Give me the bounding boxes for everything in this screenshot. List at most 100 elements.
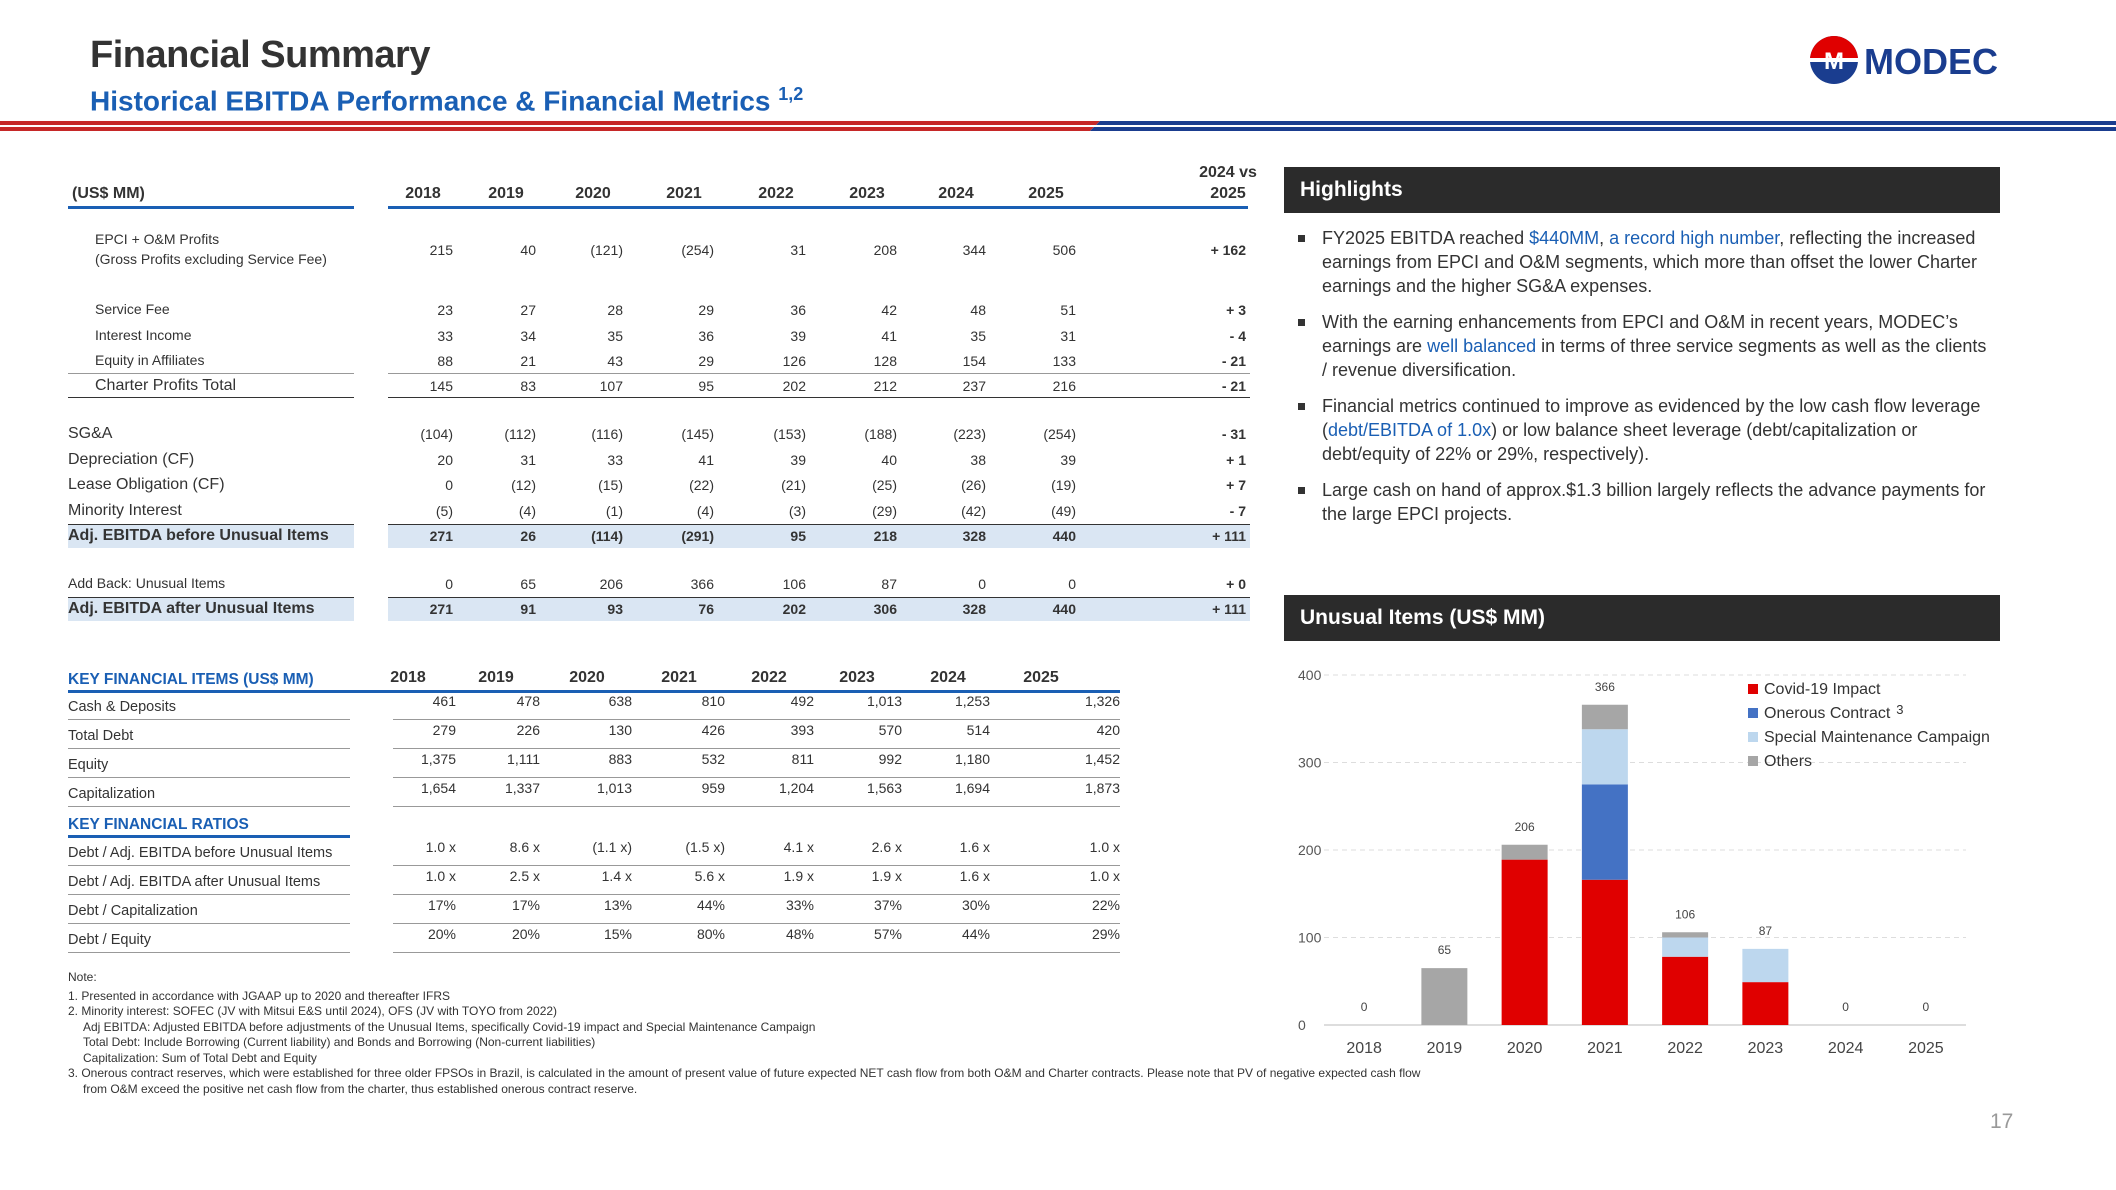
row-delta: + 162 <box>1210 242 1246 258</box>
key-row-value: 17% <box>511 897 540 913</box>
row-value: 41 <box>698 452 714 468</box>
row-label: Minority Interest <box>68 502 182 519</box>
row-value: 306 <box>873 601 897 617</box>
row-value: 208 <box>873 242 897 258</box>
key-row-rule <box>68 719 350 720</box>
row-label: Equity in Affiliates <box>95 352 205 368</box>
key-row-value: 1.6 x <box>959 868 990 884</box>
key-row-value: 1,204 <box>778 780 814 796</box>
bar-segment <box>1742 982 1789 1025</box>
row-value: 88 <box>437 353 453 369</box>
row-value: 51 <box>1060 302 1076 318</box>
row-value: 91 <box>520 601 536 617</box>
legend-label: Covid-19 Impact <box>1764 681 1881 698</box>
row-value: (104) <box>420 426 453 442</box>
row-value: 41 <box>881 328 897 344</box>
ebitda-year-header: 2020 <box>575 185 611 202</box>
key-row-value: 30% <box>961 897 990 913</box>
row-label: EPCI + O&M Profits (Gross Profits excludi… <box>95 231 327 267</box>
key-row-value: 492 <box>790 693 814 709</box>
row-value: 36 <box>698 328 714 344</box>
bar-segment <box>1501 844 1548 860</box>
row-label: Service Fee <box>95 301 170 317</box>
highlight-band <box>68 597 354 621</box>
row-value: (22) <box>689 477 714 493</box>
row-value: 328 <box>962 528 986 544</box>
highlight-bullet-2: With the earning enhancements from EPCI … <box>1296 310 1996 382</box>
key-row-value: 1.0 x <box>425 839 456 855</box>
legend-label: Others <box>1764 753 1812 770</box>
legend-label: Special Maintenance Campaign <box>1764 729 1990 746</box>
row-value: 31 <box>790 242 806 258</box>
key-row-value: 1,013 <box>596 780 632 796</box>
key-row-rule <box>68 806 350 807</box>
y-tick-label: 200 <box>1298 842 1322 858</box>
row-value: 145 <box>429 378 453 394</box>
table-rule <box>68 397 354 398</box>
key-ratios-header: KEY FINANCIAL RATIOS <box>68 816 249 833</box>
row-value: 0 <box>445 477 453 493</box>
row-value: 128 <box>873 353 897 369</box>
row-value: 21 <box>520 353 536 369</box>
row-value: 0 <box>445 576 453 592</box>
row-label: Interest Income <box>95 327 192 343</box>
row-value: (5) <box>435 503 453 519</box>
row-value: 35 <box>970 328 986 344</box>
key-row-value: 1.9 x <box>871 868 902 884</box>
row-value: (4) <box>696 503 714 519</box>
key-row-rule <box>68 923 350 924</box>
row-value: 506 <box>1052 242 1076 258</box>
highlight-bullet-4: Large cash on hand of approx.$1.3 billio… <box>1296 478 1996 526</box>
row-value: (12) <box>511 477 536 493</box>
key-row-value: 17% <box>427 897 456 913</box>
row-value: (291) <box>681 528 714 544</box>
row-value: 40 <box>520 242 536 258</box>
key-row-value: 279 <box>432 722 456 738</box>
row-value: 328 <box>962 601 986 617</box>
key-row-value: 478 <box>516 693 540 709</box>
table-rule <box>68 597 354 598</box>
row-value: (21) <box>781 477 806 493</box>
key-year-header: 2021 <box>661 669 697 686</box>
table-rule <box>388 524 1194 525</box>
bar-total-label: 65 <box>1438 943 1452 957</box>
x-tick-label: 2023 <box>1748 1040 1784 1057</box>
row-value: 0 <box>1068 576 1076 592</box>
note-2: 2. Minority interest: SOFEC (JV with Mit… <box>68 1004 558 1018</box>
row-label: Depreciation (CF) <box>68 451 195 468</box>
key-row-rule <box>393 777 1120 778</box>
key-row-value: 1.4 x <box>601 868 632 884</box>
key-year-header: 2019 <box>478 669 514 686</box>
row-value: 26 <box>520 528 536 544</box>
row-value: 38 <box>970 452 986 468</box>
row-value: (42) <box>961 503 986 519</box>
key-row-value: 48% <box>785 926 814 942</box>
table-rule <box>68 524 354 525</box>
note-2-adj-ebitda: Adj EBITDA: Adjusted EBITDA before adjus… <box>83 1019 816 1034</box>
x-tick-label: 2022 <box>1667 1040 1703 1057</box>
row-value: 95 <box>698 378 714 394</box>
row-value: 107 <box>599 378 623 394</box>
row-value: 65 <box>520 576 536 592</box>
ebitda-year-header: 2024 <box>938 185 974 202</box>
x-tick-label: 2024 <box>1828 1040 1864 1057</box>
table-rule <box>1158 373 1250 374</box>
row-value: 48 <box>970 302 986 318</box>
row-value: (29) <box>872 503 897 519</box>
highlight-bullet-3: Financial metrics continued to improve a… <box>1296 394 1996 466</box>
row-value: 31 <box>1060 328 1076 344</box>
bar-total-label: 106 <box>1675 907 1695 921</box>
key-row-value: 992 <box>878 751 902 767</box>
key-row-value: 461 <box>432 693 456 709</box>
key-row-value: 393 <box>790 722 814 738</box>
row-value: (254) <box>681 242 714 258</box>
key-row-value: 1,013 <box>866 693 902 709</box>
key-items-header: KEY FINANCIAL ITEMS (US$ MM) <box>68 671 314 688</box>
x-tick-label: 2018 <box>1346 1040 1382 1057</box>
key-row-value: 1,111 <box>507 751 540 767</box>
highlights-list: FY2025 EBITDA reached $440MM, a record h… <box>1296 226 1996 538</box>
key-year-header: 2024 <box>930 669 966 686</box>
row-value: 34 <box>520 328 536 344</box>
row-value: 440 <box>1052 528 1076 544</box>
key-row-value: 226 <box>516 722 540 738</box>
